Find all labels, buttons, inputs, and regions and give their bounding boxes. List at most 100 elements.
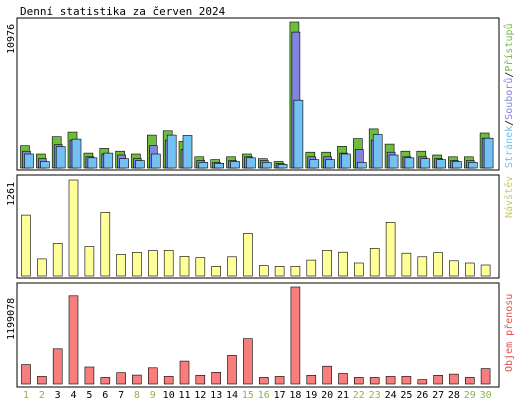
bar-navstev: [464, 262, 475, 277]
panel-bottom: 1199078 Objem přenosu: [6, 282, 515, 388]
legend-separator: /: [504, 120, 515, 126]
panel-middle-ymax: 1261: [6, 182, 17, 206]
bar-prenos: [163, 376, 174, 385]
day-label: 15: [242, 390, 254, 401]
bar-navstev: [21, 214, 31, 277]
bar-stranky: [277, 164, 288, 169]
bar-prenos: [148, 367, 158, 385]
bar-prenos: [306, 374, 317, 385]
bar-stranky: [356, 162, 367, 169]
bar-prenos: [195, 374, 206, 385]
bar-prenos: [68, 295, 79, 385]
day-label: 4: [70, 390, 76, 401]
bar-prenos: [385, 376, 396, 385]
bar-stranky: [230, 161, 240, 169]
bar-navstev: [322, 250, 332, 277]
bar-prenos: [52, 348, 63, 385]
panel-middle-bars: [21, 179, 491, 277]
bar-stranky: [214, 163, 224, 169]
bar-stranky: [135, 160, 145, 169]
legend-soubory: Souborů: [503, 78, 515, 120]
bar-navstev: [401, 252, 412, 277]
bar-navstev: [52, 243, 63, 277]
bar-stranky: [388, 154, 399, 169]
day-label: 21: [337, 390, 349, 401]
panel-top-legend: Stránek/Souborů/Přístupů: [503, 23, 515, 168]
day-label: 7: [118, 390, 124, 401]
day-label: 3: [55, 390, 61, 401]
legend-prenos: Objem přenosu: [503, 294, 515, 372]
bar-prenos: [369, 377, 380, 385]
bar-navstev: [195, 257, 206, 277]
day-label: 14: [226, 390, 238, 401]
day-label: 16: [258, 390, 270, 401]
bar-stranky: [87, 157, 98, 169]
bar-navstev: [449, 260, 459, 277]
legend-stranky: Stránek: [503, 126, 515, 168]
day-label: 6: [102, 390, 108, 401]
day-label: 2: [39, 390, 45, 401]
panel-bottom-legend: Objem přenosu: [503, 294, 515, 372]
bar-stranky: [24, 153, 34, 169]
day-label: 27: [432, 390, 444, 401]
bar-prenos: [290, 286, 301, 385]
x-axis-day-labels: 1 2 3 4 5 6 7 8 9 10 11 12 13 14 15 16 17 18 19 20 21 22 23 24 2…: [23, 390, 492, 401]
bar-prenos: [322, 365, 332, 385]
day-label: 11: [178, 390, 190, 401]
bar-navstev: [132, 252, 142, 277]
day-label: 10: [163, 390, 175, 401]
legend-pristupu: Přístupů: [503, 23, 515, 71]
bar-prenos: [84, 366, 95, 385]
bar-navstev: [417, 256, 428, 277]
bar-navstev: [148, 250, 158, 277]
bar-navstev: [290, 265, 301, 277]
bar-stranky: [198, 162, 209, 169]
panel-top-bars: [20, 21, 494, 169]
bar-navstev: [243, 233, 253, 277]
day-label: 5: [86, 390, 92, 401]
day-label: 28: [448, 390, 460, 401]
bar-navstev: [163, 250, 174, 277]
panel-top-frame: [16, 17, 500, 171]
day-label: 30: [480, 390, 492, 401]
day-label: 20: [321, 390, 333, 401]
day-label: 24: [385, 390, 397, 401]
day-label: 22: [353, 390, 365, 401]
panel-bottom-ymax: 1199078: [6, 298, 17, 340]
bar-navstev: [338, 251, 348, 277]
bar-prenos: [353, 377, 364, 385]
bar-stranky: [103, 152, 114, 169]
bar-stranky: [309, 159, 320, 169]
bar-stranky: [372, 134, 383, 169]
panel-middle-legend: Návštěv: [503, 176, 515, 218]
bar-prenos: [258, 377, 269, 385]
bar-stranky: [293, 99, 304, 169]
bar-navstev: [211, 265, 221, 277]
bar-navstev: [353, 262, 364, 277]
bar-stranky: [166, 134, 177, 169]
day-label: 9: [150, 390, 156, 401]
bar-prenos: [37, 376, 47, 385]
day-label: 13: [210, 390, 222, 401]
bar-prenos: [179, 360, 190, 385]
bar-navstev: [433, 252, 443, 277]
bar-stranky: [40, 161, 50, 169]
bar-prenos: [338, 373, 348, 385]
bar-navstev: [369, 248, 380, 277]
bar-prenos: [480, 368, 491, 385]
day-label: 17: [274, 390, 286, 401]
day-label: 23: [369, 390, 381, 401]
panel-top: 10976 Stránek/Souborů/Přístupů: [6, 17, 515, 171]
day-label: 8: [134, 390, 140, 401]
bar-stranky: [404, 157, 415, 169]
bar-stranky: [151, 153, 161, 169]
bar-navstev: [227, 256, 237, 277]
bar-navstev: [385, 222, 396, 277]
bar-navstev: [37, 258, 47, 277]
day-label: 12: [194, 390, 206, 401]
bar-navstev: [84, 246, 95, 277]
bar-prenos: [274, 376, 285, 385]
day-label: 29: [464, 390, 476, 401]
bar-navstev: [306, 259, 317, 277]
